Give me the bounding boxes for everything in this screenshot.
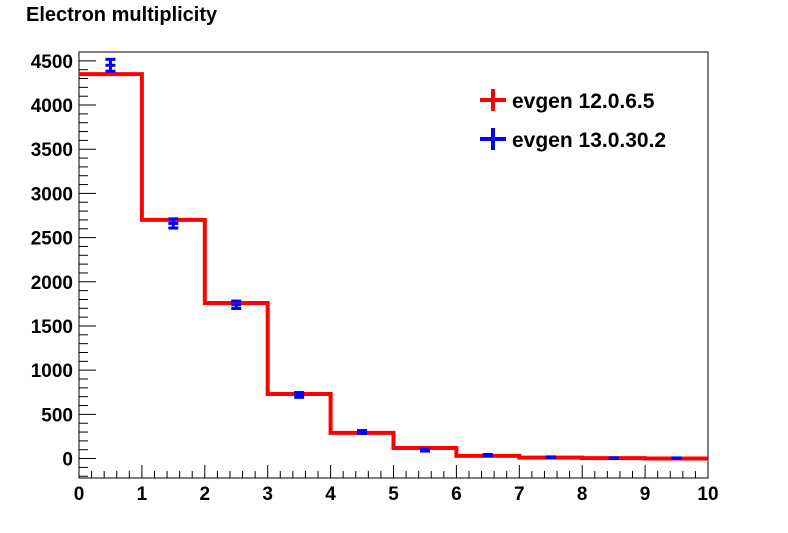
- y-tick-label: 4000: [31, 96, 73, 117]
- series-evgen-13-point: [357, 429, 368, 436]
- x-tick-label: 4: [325, 484, 336, 505]
- x-tick-label: 10: [697, 484, 718, 505]
- y-tick-label: 1500: [31, 317, 73, 338]
- y-tick-label: 1000: [31, 361, 73, 382]
- legend-label: evgen 12.0.6.5: [512, 90, 655, 113]
- x-tick-label: 9: [640, 484, 651, 505]
- y-tick-label: 500: [41, 405, 73, 426]
- x-tick-label: 0: [74, 484, 85, 505]
- y-tick-label: 0: [62, 450, 73, 471]
- y-tick-label: 4500: [31, 52, 73, 73]
- chart-title: Electron multiplicity: [26, 4, 218, 26]
- x-tick-label: 2: [200, 484, 211, 505]
- series-evgen-13-point: [294, 391, 305, 399]
- legend-entry: evgen 13.0.30.2: [480, 128, 666, 152]
- legend-entry: evgen 12.0.6.5: [480, 89, 655, 113]
- x-tick-label: 5: [388, 484, 399, 505]
- x-tick-label: 1: [137, 484, 148, 505]
- series-evgen-13-point: [105, 57, 116, 73]
- y-tick-label: 2000: [31, 273, 73, 294]
- x-tick-label: 6: [451, 484, 462, 505]
- y-tick-label: 2500: [31, 229, 73, 250]
- series-evgen-13-point: [168, 217, 179, 230]
- x-tick-label: 8: [577, 484, 588, 505]
- x-tick-label: 3: [262, 484, 273, 505]
- series-evgen-13-point: [231, 299, 242, 310]
- series-evgen-12-step: [79, 72, 708, 461]
- series-evgen-13-point: [482, 452, 493, 458]
- x-tick-label: 7: [514, 484, 525, 505]
- y-tick-label: 3500: [31, 140, 73, 161]
- y-tick-label: 3000: [31, 184, 73, 205]
- series-evgen-13-point: [545, 455, 556, 460]
- legend-label: evgen 13.0.30.2: [512, 129, 666, 152]
- series-evgen-13-point: [419, 447, 430, 453]
- plot-frame: [78, 51, 709, 479]
